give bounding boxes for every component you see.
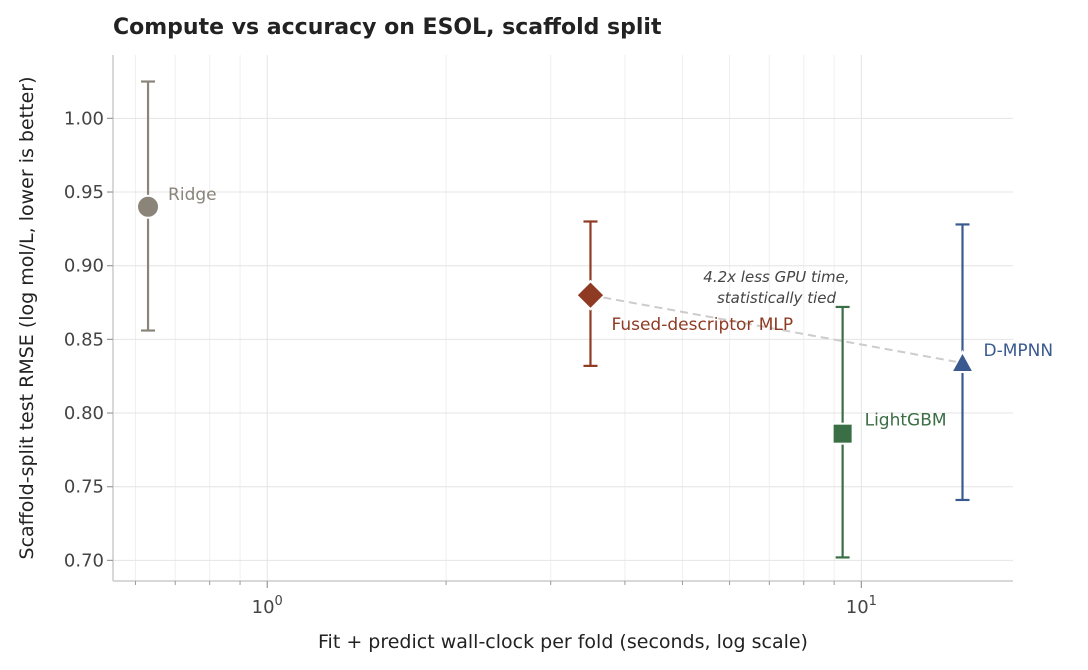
annotation-line: 4.2x less GPU time, [703, 268, 849, 286]
series: Ridge Fused-descriptor MLP LightGBM D-MPNN [136, 80, 1053, 559]
y-ticks: 0.70 0.75 0.80 0.85 0.90 0.95 1.00 [64, 108, 113, 571]
series-ridge: Ridge [136, 80, 217, 332]
y-tick-label: 0.70 [64, 550, 104, 571]
x-axis-label: Fit + predict wall-clock per fold (secon… [318, 631, 808, 653]
grid [113, 55, 1013, 581]
y-tick-label: 0.75 [64, 477, 104, 498]
x-tick-label: 101 [846, 594, 877, 618]
annotation-line: statistically tied [717, 289, 836, 307]
y-tick-label: 0.90 [64, 256, 104, 277]
connector [590, 294, 963, 364]
y-tick-label: 1.00 [64, 108, 104, 129]
y-tick-label: 0.80 [64, 403, 104, 424]
point-label: LightGBM [865, 411, 947, 431]
point-label: Ridge [168, 185, 217, 205]
y-tick-label: 0.85 [64, 329, 104, 350]
connector-line [590, 294, 963, 364]
chart-title: Compute vs accuracy on ESOL, scaffold sp… [113, 15, 662, 40]
axes [112, 55, 1013, 582]
data-point [575, 279, 606, 311]
point-label: D-MPNN [983, 341, 1053, 361]
point-label: Fused-descriptor MLP [611, 315, 793, 335]
series-lightgbm: LightGBM [831, 305, 947, 559]
series-fused-descriptor-mlp: Fused-descriptor MLP [575, 220, 793, 367]
x-ticks: 100 101 [134, 581, 877, 618]
y-tick-label: 0.95 [64, 182, 104, 203]
y-axis-label: Scaffold-split test RMSE (log mol/L, low… [16, 77, 38, 560]
annotation: 4.2x less GPU time, statistically tied [703, 268, 849, 307]
data-point [831, 422, 854, 445]
x-tick-label: 100 [252, 594, 283, 618]
data-point [136, 194, 161, 219]
series-d-mpnn: D-MPNN [949, 223, 1053, 502]
data-point [949, 349, 976, 373]
